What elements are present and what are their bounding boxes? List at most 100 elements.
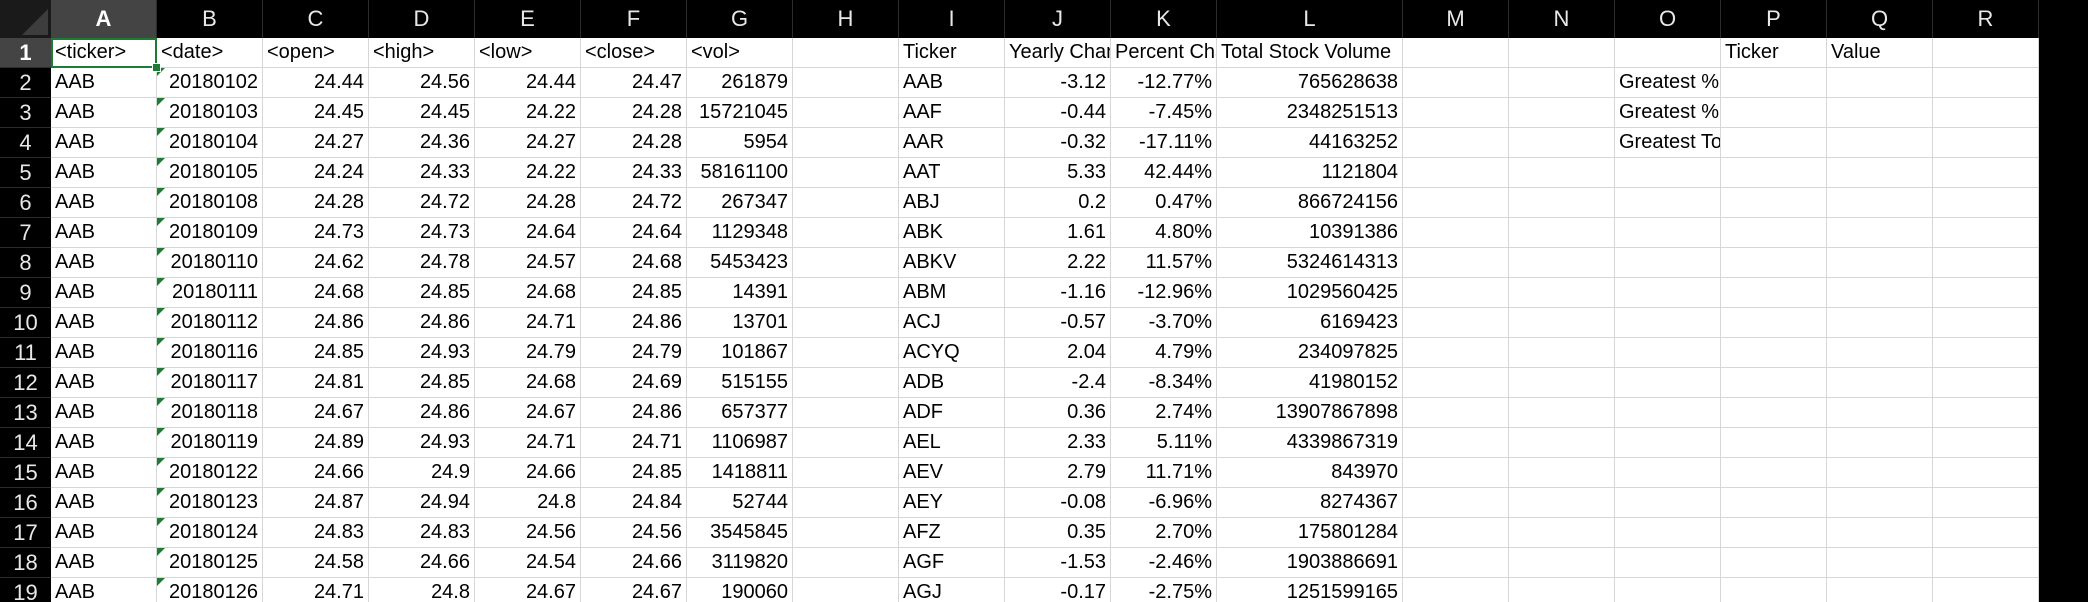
cell-i2[interactable]: AAB	[899, 68, 1005, 98]
cell-a17[interactable]: AAB	[51, 518, 157, 548]
row-header-11[interactable]: 11	[0, 338, 51, 368]
cell-m3[interactable]	[1403, 98, 1509, 128]
cell-q18[interactable]	[1827, 548, 1933, 578]
cell-b13[interactable]: 20180118	[157, 398, 263, 428]
cell-q3[interactable]	[1827, 98, 1933, 128]
cell-b6[interactable]: 20180108	[157, 188, 263, 218]
cell-g19[interactable]: 190060	[687, 578, 793, 602]
cell-c15[interactable]: 24.66	[263, 458, 369, 488]
cell-h14[interactable]	[793, 428, 899, 458]
cell-n11[interactable]	[1509, 338, 1615, 368]
cell-q16[interactable]	[1827, 488, 1933, 518]
cell-j16[interactable]: -0.08	[1005, 488, 1111, 518]
cell-q17[interactable]	[1827, 518, 1933, 548]
cell-f2[interactable]: 24.47	[581, 68, 687, 98]
cell-g6[interactable]: 267347	[687, 188, 793, 218]
cell-h19[interactable]	[793, 578, 899, 602]
cell-r13[interactable]	[1933, 398, 2039, 428]
cell-e7[interactable]: 24.64	[475, 218, 581, 248]
cell-g14[interactable]: 1106987	[687, 428, 793, 458]
cell-f14[interactable]: 24.71	[581, 428, 687, 458]
cell-b16[interactable]: 20180123	[157, 488, 263, 518]
cell-a6[interactable]: AAB	[51, 188, 157, 218]
cell-j9[interactable]: -1.16	[1005, 278, 1111, 308]
cell-q6[interactable]	[1827, 188, 1933, 218]
cell-h12[interactable]	[793, 368, 899, 398]
cell-h4[interactable]	[793, 128, 899, 158]
fill-handle[interactable]	[152, 63, 161, 72]
cell-b5[interactable]: 20180105	[157, 158, 263, 188]
cell-n12[interactable]	[1509, 368, 1615, 398]
column-header-g[interactable]: G	[687, 0, 793, 38]
row-header-1[interactable]: 1	[0, 38, 51, 68]
cell-p7[interactable]	[1721, 218, 1827, 248]
cell-e2[interactable]: 24.44	[475, 68, 581, 98]
cell-n17[interactable]	[1509, 518, 1615, 548]
cell-q15[interactable]	[1827, 458, 1933, 488]
cell-l18[interactable]: 1903886691	[1217, 548, 1403, 578]
cell-d19[interactable]: 24.8	[369, 578, 475, 602]
cell-i16[interactable]: AEY	[899, 488, 1005, 518]
row-header-15[interactable]: 15	[0, 458, 51, 488]
cell-m9[interactable]	[1403, 278, 1509, 308]
cell-i4[interactable]: AAR	[899, 128, 1005, 158]
cell-f19[interactable]: 24.67	[581, 578, 687, 602]
cell-l16[interactable]: 8274367	[1217, 488, 1403, 518]
cell-j10[interactable]: -0.57	[1005, 308, 1111, 338]
cell-k6[interactable]: 0.47%	[1111, 188, 1217, 218]
cell-h16[interactable]	[793, 488, 899, 518]
cell-d4[interactable]: 24.36	[369, 128, 475, 158]
cell-n6[interactable]	[1509, 188, 1615, 218]
cell-a5[interactable]: AAB	[51, 158, 157, 188]
cell-l12[interactable]: 41980152	[1217, 368, 1403, 398]
cell-m15[interactable]	[1403, 458, 1509, 488]
cell-e11[interactable]: 24.79	[475, 338, 581, 368]
cell-l14[interactable]: 4339867319	[1217, 428, 1403, 458]
cell-o12[interactable]	[1615, 368, 1721, 398]
cell-e16[interactable]: 24.8	[475, 488, 581, 518]
cell-d13[interactable]: 24.86	[369, 398, 475, 428]
cell-b10[interactable]: 20180112	[157, 308, 263, 338]
cell-r11[interactable]	[1933, 338, 2039, 368]
cell-l17[interactable]: 175801284	[1217, 518, 1403, 548]
cell-e10[interactable]: 24.71	[475, 308, 581, 338]
cell-f1[interactable]: <close>	[581, 38, 687, 68]
cell-p8[interactable]	[1721, 248, 1827, 278]
cell-a3[interactable]: AAB	[51, 98, 157, 128]
row-header-5[interactable]: 5	[0, 158, 51, 188]
cell-c5[interactable]: 24.24	[263, 158, 369, 188]
cell-f16[interactable]: 24.84	[581, 488, 687, 518]
cell-n7[interactable]	[1509, 218, 1615, 248]
cell-r5[interactable]	[1933, 158, 2039, 188]
cell-l1[interactable]: Total Stock Volume	[1217, 38, 1403, 68]
row-header-4[interactable]: 4	[0, 128, 51, 158]
cell-b19[interactable]: 20180126	[157, 578, 263, 602]
cell-g9[interactable]: 14391	[687, 278, 793, 308]
cell-p10[interactable]	[1721, 308, 1827, 338]
cell-h2[interactable]	[793, 68, 899, 98]
cell-m13[interactable]	[1403, 398, 1509, 428]
cell-f17[interactable]: 24.56	[581, 518, 687, 548]
cell-p17[interactable]	[1721, 518, 1827, 548]
cell-f4[interactable]: 24.28	[581, 128, 687, 158]
cell-g1[interactable]: <vol>	[687, 38, 793, 68]
cell-h10[interactable]	[793, 308, 899, 338]
cell-o16[interactable]	[1615, 488, 1721, 518]
cell-a19[interactable]: AAB	[51, 578, 157, 602]
cell-q7[interactable]	[1827, 218, 1933, 248]
cell-a10[interactable]: AAB	[51, 308, 157, 338]
cell-a9[interactable]: AAB	[51, 278, 157, 308]
column-header-a[interactable]: A	[51, 0, 157, 38]
cell-c2[interactable]: 24.44	[263, 68, 369, 98]
cell-p2[interactable]	[1721, 68, 1827, 98]
cell-d12[interactable]: 24.85	[369, 368, 475, 398]
cell-c3[interactable]: 24.45	[263, 98, 369, 128]
cell-d7[interactable]: 24.73	[369, 218, 475, 248]
row-header-14[interactable]: 14	[0, 428, 51, 458]
cell-d6[interactable]: 24.72	[369, 188, 475, 218]
cell-p14[interactable]	[1721, 428, 1827, 458]
cell-l5[interactable]: 1121804	[1217, 158, 1403, 188]
cell-r8[interactable]	[1933, 248, 2039, 278]
cell-m10[interactable]	[1403, 308, 1509, 338]
cell-b14[interactable]: 20180119	[157, 428, 263, 458]
